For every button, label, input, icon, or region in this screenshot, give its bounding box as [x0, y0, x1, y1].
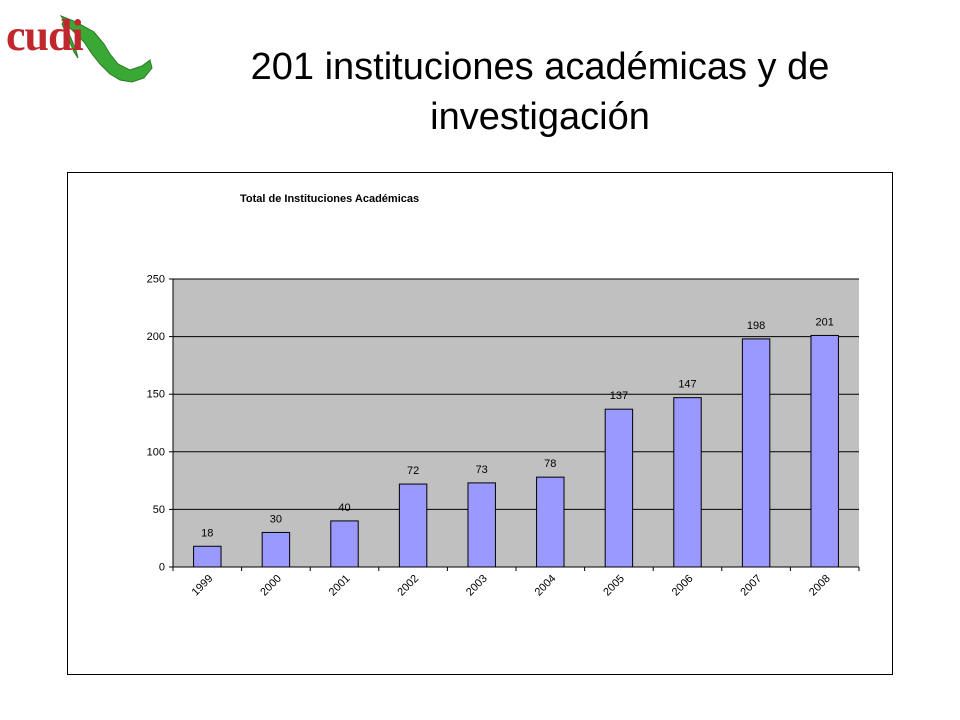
logo-text: cudi [6, 11, 84, 60]
data-label: 198 [747, 320, 765, 332]
page-title: 201 instituciones académicas y de invest… [250, 46, 830, 138]
y-tick-label: 50 [153, 504, 165, 516]
x-tick-label: 2001 [327, 573, 353, 599]
data-label: 72 [407, 465, 419, 477]
x-tick-label: 2005 [601, 573, 627, 599]
x-tick-label: 2002 [395, 573, 421, 599]
data-label: 201 [816, 316, 834, 328]
y-tick-label: 200 [147, 331, 165, 343]
y-tick-label: 0 [159, 562, 165, 574]
bar [261, 531, 291, 568]
mexico-map-icon [59, 14, 153, 83]
x-tick-label: 2004 [533, 573, 559, 599]
data-label: 30 [270, 513, 282, 525]
x-tick-label: 2000 [258, 573, 284, 599]
y-tick-label: 100 [147, 446, 165, 458]
bar [330, 520, 359, 568]
bar [193, 545, 222, 568]
x-tick-label: 2003 [464, 573, 490, 599]
bar [467, 482, 496, 568]
bar [536, 476, 565, 568]
bar [673, 397, 702, 568]
x-tick-label: 1999 [190, 573, 216, 599]
data-label: 137 [610, 390, 628, 402]
cudi-logo [6, 8, 156, 88]
bar [604, 408, 634, 568]
x-tick-label: 2006 [670, 573, 696, 599]
y-tick-label: 250 [147, 274, 165, 286]
data-label: 78 [544, 458, 556, 470]
x-tick-label: 2008 [807, 573, 833, 599]
data-label: 18 [201, 527, 213, 539]
x-tick-label: 2007 [738, 573, 764, 599]
y-tick-label: 150 [147, 389, 165, 401]
bar [398, 483, 428, 568]
bar [741, 338, 771, 568]
bar [810, 334, 839, 568]
chart-title: Total de Instituciones Académicas [240, 193, 420, 205]
data-label: 73 [476, 464, 488, 476]
data-label: 147 [678, 379, 696, 391]
data-label: 40 [338, 502, 350, 514]
